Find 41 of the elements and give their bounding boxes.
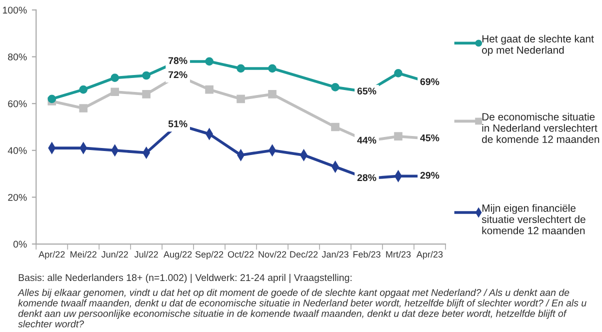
y-tick-label: 40%: [8, 147, 27, 154]
point: [205, 85, 214, 94]
x-tick-label: Aug/22: [164, 250, 192, 260]
text: Alles bij elkaar genomen, vindt u dat het op dit moment de goede of de slechte kant opgaat met Nederland? / Als u denkt aan de komende twaalf maanden, denkt u dat de economische situatie in Nederland beter wordt, hetzelfde blijft of slechter wordt? / En als u denkt aan uw persoonlijke economische situatie in de komende twaalf maanden, denkt u dat deze beter wordt, hetzelfde blijft of slechter wordt?: [18, 288, 586, 328]
text: Basis: alle Nederlanders 18+ (n=1.002) | Veldwerk: 21-24 april | Vraagstelling:: [18, 274, 352, 284]
point: [268, 90, 276, 98]
x-tick-label: Dec/22: [290, 250, 318, 258]
point: [331, 122, 340, 132]
y-tick-label: 0%: [13, 240, 27, 248]
point: [142, 90, 150, 98]
point: [236, 64, 245, 73]
x-tick-label: Jul/22: [134, 250, 158, 258]
point: [142, 71, 150, 80]
point: [110, 74, 120, 82]
point: [79, 85, 88, 94]
x-tick-label: Sep/22: [195, 250, 224, 260]
x-tick-label: Mrt/23: [386, 250, 411, 258]
legend-label: Het gaat de slechte kant op met Nederland: [482, 34, 594, 56]
y-tick-label: 100%: [2, 6, 27, 14]
y-tick-label: 60%: [8, 100, 27, 108]
point: [48, 94, 56, 104]
y-tick-label: 20%: [8, 194, 27, 201]
x-tick-label: Jan/23: [322, 250, 348, 258]
point: [236, 94, 245, 104]
x-tick-label: Jun/22: [101, 250, 128, 258]
legend-label: Mijn eigen financiële situatie verslechtert de komende 12 maanden: [482, 204, 586, 234]
x-tick-label: Oct/22: [228, 250, 254, 258]
x-tick-label: Nov/22: [258, 250, 286, 258]
point: [110, 88, 120, 96]
point: [394, 68, 402, 78]
x-tick-label: Feb/23: [353, 250, 380, 258]
point: [268, 64, 276, 73]
x-tick-label: Apr/22: [38, 250, 65, 260]
point: [331, 83, 340, 92]
point: [79, 104, 88, 112]
legend-label: De economische situatie in Nederland verslechtert de komende 12 maanden: [482, 112, 600, 143]
x-tick-label: Mei/22: [70, 250, 96, 258]
y-tick-label: 80%: [8, 54, 27, 60]
point: [205, 57, 214, 66]
x-tick-label: Apr/23: [416, 250, 443, 260]
point: [394, 132, 402, 141]
